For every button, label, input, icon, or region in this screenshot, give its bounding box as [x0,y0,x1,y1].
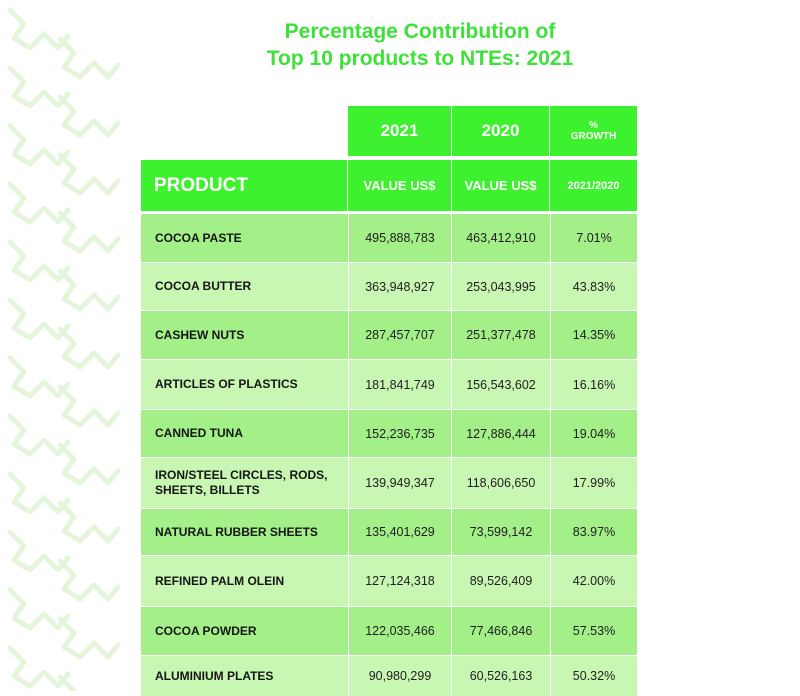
value-2020-cell: 251,377,478 [451,311,550,359]
value-2020-cell: 60,526,163 [451,656,550,696]
value-2021-cell: 181,841,749 [348,360,451,409]
pattern-stroke [7,355,71,399]
value-2021-cell: 135,401,629 [348,509,451,555]
table-title: Percentage Contribution of Top 10 produc… [200,18,640,72]
value-2020-cell: 89,526,409 [451,556,550,606]
table-row: COCOA POWDER 122,035,466 77,466,846 57.53% [141,607,637,655]
table-row: ALUMINIUM PLATES 90,980,299 60,526,163 50.3… [141,656,637,696]
value-2021-cell: 90,980,299 [348,656,451,696]
pattern-stroke [7,587,71,631]
pattern-stroke [7,529,71,573]
header-value-2021: VALUE US$ [348,160,451,211]
header-growth: % GROWTH [550,106,637,156]
product-cell: CANNED TUNA [155,426,243,440]
product-cell: ARTICLES OF PLASTICS [155,377,298,391]
pattern-stroke [57,558,121,602]
growth-cell: 42.00% [550,556,637,606]
pattern-stroke [57,268,121,312]
product-cell: COCOA PASTE [155,230,242,245]
growth-cell: 57.53% [550,607,637,655]
value-2020-cell: 253,043,995 [451,263,550,310]
table-row: COCOA PASTE 495,888,783 463,412,910 7.01% [141,214,637,262]
product-cell: IRON/STEEL CIRCLES, RODS, SHEETS, BILLET… [155,468,328,497]
pattern-stroke [7,7,71,51]
growth-cell: 14.35% [550,311,637,359]
decorative-pattern [7,7,121,691]
pattern-stroke [7,645,71,689]
product-cell: NATURAL RUBBER SHEETS [155,524,318,539]
table-row: NATURAL RUBBER SHEETS 135,401,629 73,599,1… [141,509,637,555]
pattern-stroke [7,239,71,283]
pattern-stroke [7,471,71,515]
value-2020-cell: 463,412,910 [451,214,550,262]
header-growth-label: GROWTH [570,131,617,142]
table-row: CANNED TUNA 152,236,735 127,886,444 19.04% [141,410,637,457]
growth-cell: 50.32% [550,656,637,696]
pattern-stroke [57,616,121,660]
table-row: COCOA BUTTER 363,948,927 253,043,995 43.83% [141,263,637,310]
pattern-stroke [57,94,121,138]
value-2020-cell: 156,543,602 [451,360,550,409]
pattern-stroke [57,210,121,254]
value-2021-cell: 127,124,318 [348,556,451,606]
value-2021-cell: 152,236,735 [348,410,451,457]
value-2021-cell: 287,457,707 [348,311,451,359]
product-cell: COCOA POWDER [155,623,257,638]
header-value-2020: VALUE US$ [452,160,549,211]
table-row: CASHEW NUTS 287,457,707 251,377,478 14.35% [141,311,637,359]
pattern-stroke [57,36,121,80]
pattern-stroke [7,123,71,167]
header-product: PRODUCT [141,160,347,211]
pattern-stroke [57,384,121,428]
product-cell: ALUMINIUM PLATES [155,668,274,683]
pattern-stroke [57,152,121,196]
pattern-stroke [57,326,121,370]
value-2020-cell: 77,466,846 [451,607,550,655]
value-2020-cell: 127,886,444 [451,410,550,457]
pattern-stroke [57,500,121,544]
pattern-stroke [7,181,71,225]
value-2020-cell: 118,606,650 [451,458,550,508]
table-row: ARTICLES OF PLASTICS 181,841,749 156,543,6… [141,360,637,409]
growth-cell: 7.01% [550,214,637,262]
pattern-stroke [7,413,71,457]
growth-cell: 17.99% [550,458,637,508]
pattern-stroke [57,674,77,691]
title-line-1: Percentage Contribution of [284,20,556,43]
pattern-stroke [7,65,71,109]
pattern-stroke [7,297,71,341]
pattern-stroke [57,442,121,486]
value-2020-cell: 73,599,142 [451,509,550,555]
product-cell: COCOA BUTTER [155,279,252,293]
header-growth-period: 2021/2020 [550,160,637,211]
table-row: REFINED PALM OLEIN 127,124,318 89,526,409 4… [141,556,637,606]
value-2021-cell: 139,949,347 [348,458,451,508]
header-growth-pct: % [589,120,598,131]
value-2021-cell: 495,888,783 [348,214,451,262]
growth-cell: 19.04% [550,410,637,457]
header-year-2021: 2021 [348,106,451,156]
growth-cell: 83.97% [550,509,637,555]
growth-cell: 16.16% [550,360,637,409]
product-cell: CASHEW NUTS [155,327,245,342]
table-row: IRON/STEEL CIRCLES, RODS, SHEETS, BILLET… [141,458,637,508]
product-cell: REFINED PALM OLEIN [155,573,285,588]
value-2021-cell: 122,035,466 [348,607,451,655]
header-year-2020: 2020 [452,106,549,156]
growth-cell: 43.83% [550,263,637,310]
title-line-2: Top 10 products to NTEs: 2021 [266,47,574,70]
value-2021-cell: 363,948,927 [348,263,451,310]
